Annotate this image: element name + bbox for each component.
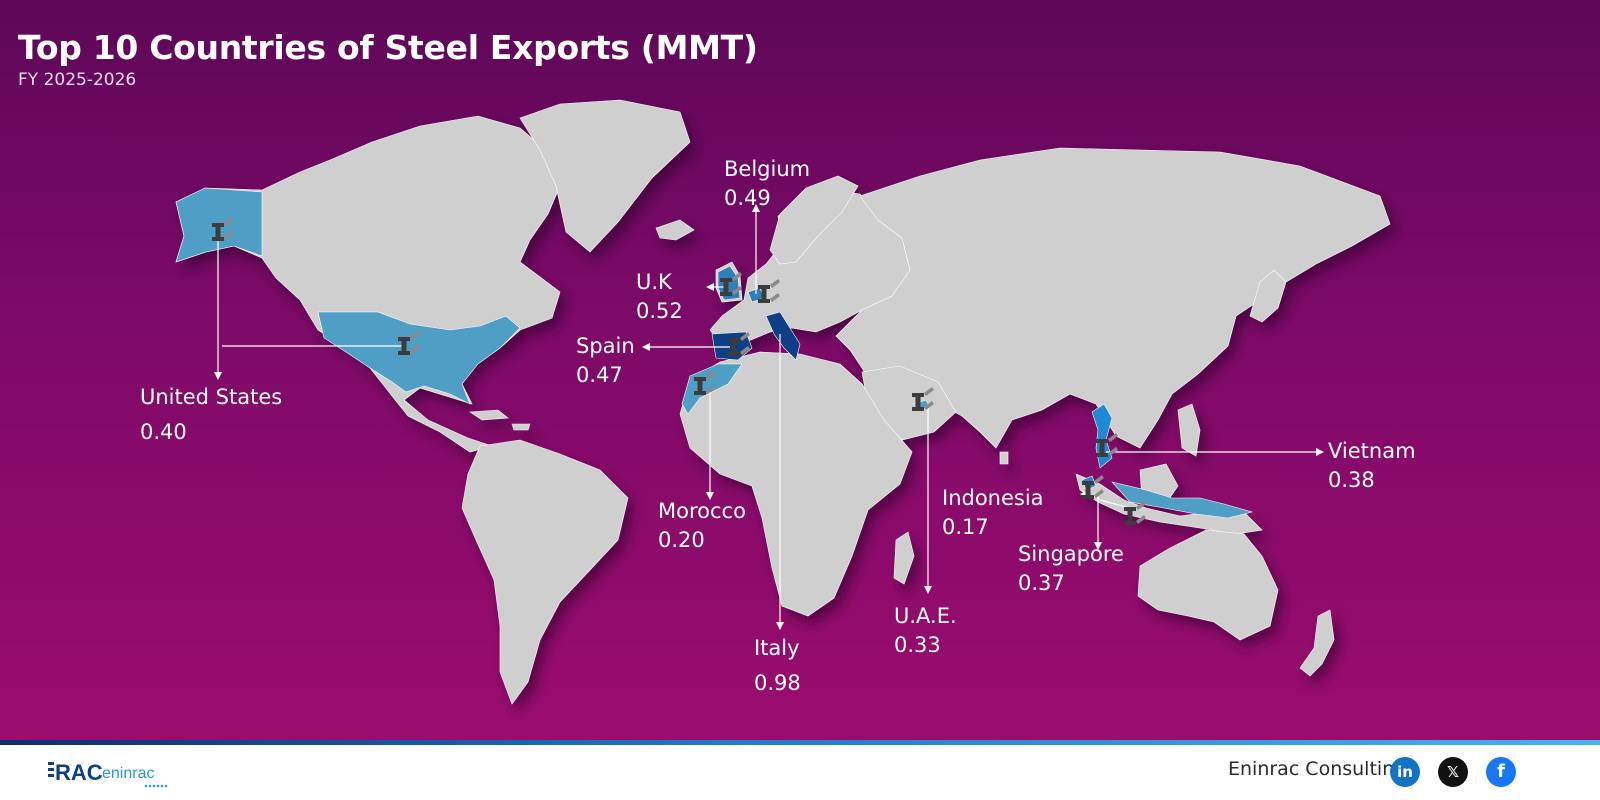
highlight-italy xyxy=(765,311,801,361)
linkedin-icon[interactable]: in xyxy=(1390,757,1420,787)
arrowhead-vietnam xyxy=(1316,448,1324,456)
leader-lines xyxy=(217,210,1316,626)
company-logo: RAC eninrac xyxy=(48,756,188,794)
philippines-islands xyxy=(1177,403,1201,457)
country-name: Italy xyxy=(754,636,800,660)
arrowhead-us xyxy=(214,372,222,380)
label-uae: U.A.E. 0.33 xyxy=(894,602,957,660)
africa-landmass xyxy=(679,351,913,617)
country-name: U.K xyxy=(636,270,672,294)
logo-rac-text: RAC xyxy=(55,760,103,785)
country-name: Singapore xyxy=(1018,542,1124,566)
footer-accent-bar xyxy=(0,740,1600,745)
iceland-landmass xyxy=(655,219,695,241)
arrowhead-morocco xyxy=(706,492,714,500)
country-name: Belgium xyxy=(724,157,811,181)
country-value: 0.20 xyxy=(658,528,705,552)
arrowhead-uae xyxy=(924,586,932,594)
logo-eninrac-text: eninrac xyxy=(102,765,154,782)
caribbean-islands xyxy=(469,409,531,431)
country-name: Morocco xyxy=(658,499,746,523)
page-title: Top 10 Countries of Steel Exports (MMT) xyxy=(18,28,758,67)
map-background: Top 10 Countries of Steel Exports (MMT) … xyxy=(0,0,1600,740)
sri-lanka xyxy=(999,451,1009,465)
greenland-landmass xyxy=(519,99,691,253)
x-icon[interactable]: 𝕏 xyxy=(1438,757,1468,787)
country-value: 0.37 xyxy=(1018,571,1065,595)
highlight-indonesia xyxy=(1111,481,1254,519)
arrowhead-belgium xyxy=(752,204,760,212)
facebook-icon[interactable]: f xyxy=(1486,757,1516,787)
page-subtitle: FY 2025-2026 xyxy=(18,70,137,90)
country-value: 0.40 xyxy=(140,420,187,444)
arrowhead-italy xyxy=(776,622,784,630)
indonesia-islands xyxy=(1075,473,1263,535)
south-america-landmass xyxy=(461,439,629,705)
highlight-united-states xyxy=(317,311,521,405)
japan-islands xyxy=(1249,269,1287,323)
eninrac-logo-icon: RAC eninrac xyxy=(48,760,168,788)
country-value: 0.49 xyxy=(724,186,771,210)
label-singapore: Singapore 0.37 xyxy=(1018,540,1124,598)
country-value: 0.98 xyxy=(754,671,801,695)
country-name: Indonesia xyxy=(942,486,1044,510)
country-value: 0.38 xyxy=(1328,468,1375,492)
country-name: Vietnam xyxy=(1328,439,1416,463)
arrowhead-uk xyxy=(706,283,714,291)
footer xyxy=(0,745,1600,800)
highlight-vietnam xyxy=(1091,403,1113,469)
label-morocco: Morocco 0.20 xyxy=(658,497,746,555)
arrowhead-spain xyxy=(642,343,650,351)
country-name: Spain xyxy=(576,334,635,358)
country-value: 0.17 xyxy=(942,515,989,539)
country-name: U.A.E. xyxy=(894,604,957,628)
world-map xyxy=(175,99,1391,705)
label-vietnam: Vietnam 0.38 xyxy=(1328,437,1416,495)
arrowheads xyxy=(214,204,1324,630)
label-spain: Spain 0.47 xyxy=(576,332,635,390)
label-belgium: Belgium 0.49 xyxy=(724,155,810,213)
new-zealand-islands xyxy=(1299,609,1335,677)
madagascar-landmass xyxy=(893,531,915,585)
country-value: 0.52 xyxy=(636,299,683,323)
label-uk: U.K 0.52 xyxy=(636,268,683,326)
country-name: United States xyxy=(140,385,283,409)
australia-landmass xyxy=(1137,529,1279,641)
label-italy: Italy 0.98 xyxy=(754,634,801,698)
scandinavia-landmass xyxy=(769,175,859,265)
country-value: 0.33 xyxy=(894,633,941,657)
label-united-states: United States 0.40 xyxy=(140,383,282,447)
brand-name: Eninrac Consulting xyxy=(1228,758,1407,780)
country-value: 0.47 xyxy=(576,363,623,387)
label-indonesia: Indonesia 0.17 xyxy=(942,484,1044,542)
arrowhead-singapore xyxy=(1094,542,1102,550)
